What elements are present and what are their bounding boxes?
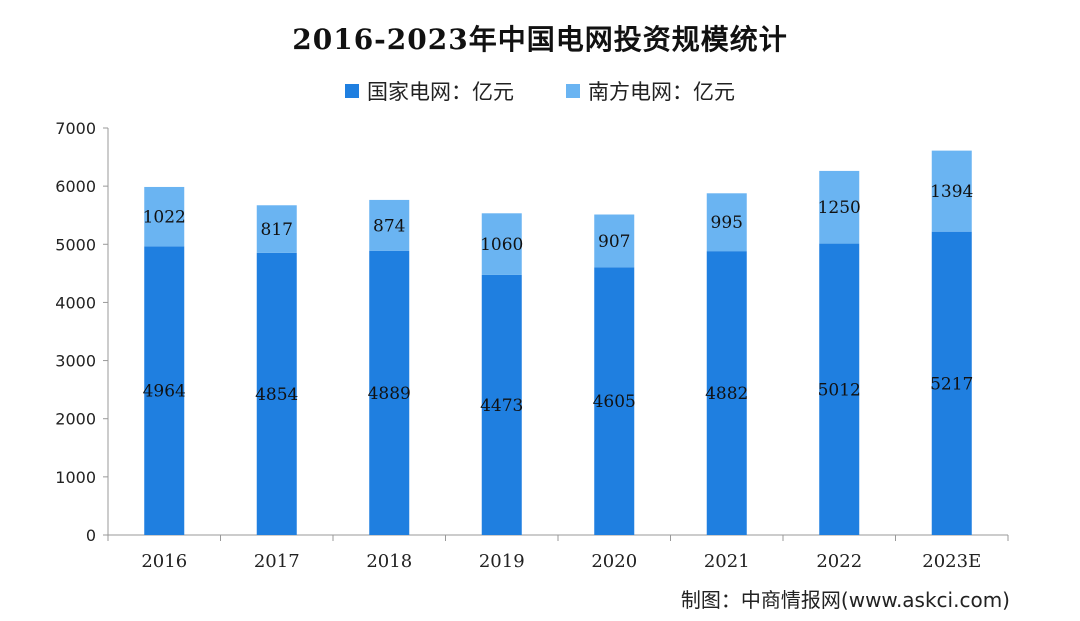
- bar-state-grid: [931, 231, 972, 536]
- data-label-state-grid: 5217: [930, 374, 973, 394]
- bar-state-grid: [594, 267, 635, 535]
- chart-legend: 国家电网：亿元 南方电网：亿元: [0, 76, 1080, 106]
- bar-southern-grid: [369, 199, 410, 251]
- legend-label-state-grid: 国家电网：亿元: [367, 80, 514, 104]
- y-tick-label: 0: [86, 526, 96, 545]
- data-label-state-grid: 4473: [480, 396, 523, 416]
- data-label-state-grid: 4854: [255, 385, 298, 405]
- bar-southern-grid: [481, 213, 522, 275]
- data-label-southern-grid: 907: [598, 232, 630, 252]
- data-label-state-grid: 5012: [818, 380, 861, 400]
- legend-item-state-grid: 国家电网：亿元: [345, 76, 514, 106]
- x-tick-label: 2020: [591, 551, 637, 572]
- data-label-southern-grid: 1022: [143, 208, 186, 228]
- x-tick-label: 2019: [479, 551, 525, 572]
- data-label-state-grid: 4605: [593, 392, 636, 412]
- x-tick-label: 2022: [816, 551, 862, 572]
- y-tick-label: 6000: [55, 177, 96, 196]
- chart-title: 2016-2023年中国电网投资规模统计: [292, 23, 788, 56]
- y-tick-label: 4000: [55, 293, 96, 312]
- bar-southern-grid: [256, 205, 297, 253]
- bar-southern-grid: [931, 150, 972, 232]
- data-label-southern-grid: 1394: [930, 182, 973, 202]
- bar-state-grid: [819, 243, 860, 535]
- bar-state-grid: [144, 246, 185, 536]
- data-label-state-grid: 4889: [368, 384, 411, 404]
- y-tick-label: 5000: [55, 235, 96, 254]
- legend-swatch-state-grid: [345, 84, 359, 98]
- legend-label-southern-grid: 南方电网：亿元: [588, 80, 735, 104]
- y-tick-label: 7000: [55, 119, 96, 138]
- data-label-southern-grid: 1060: [480, 235, 523, 255]
- data-label-state-grid: 4882: [705, 384, 748, 404]
- y-tick-label: 3000: [55, 352, 96, 371]
- bar-southern-grid: [144, 186, 185, 247]
- data-label-southern-grid: 995: [711, 213, 743, 233]
- x-tick-label: 2017: [254, 551, 300, 572]
- y-tick-label: 1000: [55, 468, 96, 487]
- x-tick-label: 2021: [704, 551, 750, 572]
- bar-state-grid: [706, 251, 747, 535]
- data-label-southern-grid: 817: [261, 220, 293, 240]
- x-tick-label: 2018: [366, 551, 412, 572]
- bar-state-grid: [369, 250, 410, 536]
- source-note: 制图：中商情报网(www.askci.com): [680, 588, 1010, 612]
- bar-state-grid: [481, 274, 522, 535]
- bar-state-grid: [256, 252, 297, 535]
- y-tick-label: 2000: [55, 410, 96, 429]
- bar-southern-grid: [594, 214, 635, 268]
- bar-southern-grid: [819, 170, 860, 244]
- data-label-southern-grid: 874: [373, 216, 405, 236]
- data-label-southern-grid: 1250: [818, 198, 861, 218]
- legend-item-southern-grid: 南方电网：亿元: [566, 76, 735, 106]
- bar-southern-grid: [706, 193, 747, 252]
- x-tick-label: 2016: [141, 551, 187, 572]
- x-tick-label: 2023E: [922, 551, 981, 572]
- legend-swatch-southern-grid: [566, 84, 580, 98]
- data-label-state-grid: 4964: [143, 382, 186, 402]
